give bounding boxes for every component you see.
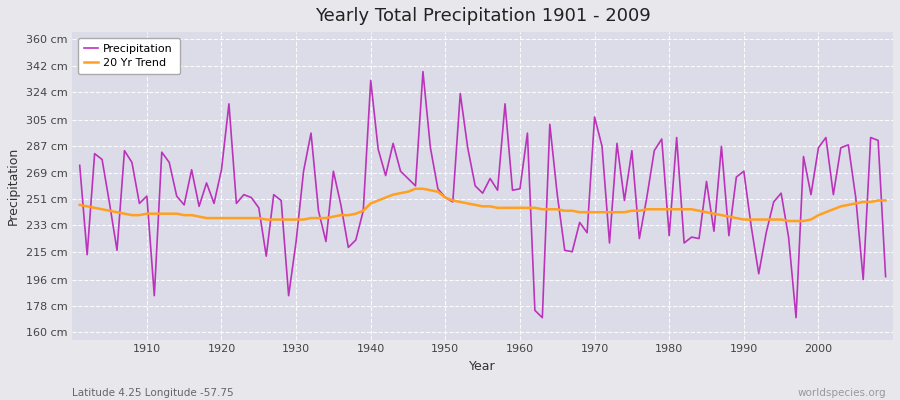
Title: Yearly Total Precipitation 1901 - 2009: Yearly Total Precipitation 1901 - 2009 bbox=[315, 7, 651, 25]
Line: Precipitation: Precipitation bbox=[80, 72, 886, 318]
Precipitation bbox=[134, 201, 145, 206]
20 Yr Trend bbox=[880, 198, 891, 203]
Precipitation bbox=[343, 245, 354, 250]
Precipitation bbox=[298, 169, 309, 174]
Y-axis label: Precipitation: Precipitation bbox=[7, 147, 20, 225]
20 Yr Trend bbox=[75, 202, 86, 207]
20 Yr Trend bbox=[783, 218, 794, 223]
Text: Latitude 4.25 Longitude -57.75: Latitude 4.25 Longitude -57.75 bbox=[72, 388, 234, 398]
Precipitation bbox=[537, 315, 548, 320]
Precipitation bbox=[75, 163, 86, 168]
20 Yr Trend bbox=[612, 210, 623, 215]
20 Yr Trend bbox=[522, 206, 533, 210]
20 Yr Trend bbox=[410, 186, 421, 191]
Legend: Precipitation, 20 Yr Trend: Precipitation, 20 Yr Trend bbox=[77, 38, 180, 74]
Precipitation bbox=[418, 69, 428, 74]
Line: 20 Yr Trend: 20 Yr Trend bbox=[80, 189, 886, 221]
Precipitation bbox=[880, 274, 891, 279]
Precipitation bbox=[619, 198, 630, 203]
Text: worldspecies.org: worldspecies.org bbox=[798, 388, 886, 398]
Precipitation bbox=[515, 186, 526, 191]
20 Yr Trend bbox=[515, 206, 526, 210]
20 Yr Trend bbox=[134, 213, 145, 218]
20 Yr Trend bbox=[298, 217, 309, 222]
X-axis label: Year: Year bbox=[469, 360, 496, 373]
Precipitation bbox=[522, 131, 533, 136]
20 Yr Trend bbox=[343, 213, 354, 218]
